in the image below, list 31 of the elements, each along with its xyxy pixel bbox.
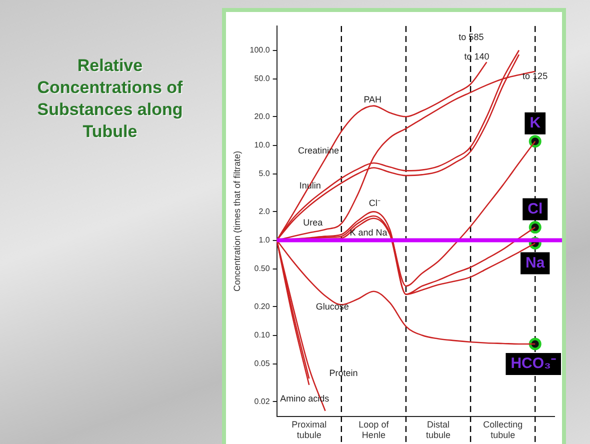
y-tick-label: 10.0 xyxy=(254,140,270,150)
annotation: K xyxy=(530,114,541,132)
annotation: to 140 xyxy=(464,52,490,62)
annotation: HCO₃⁻ xyxy=(510,355,556,372)
x-tick-label: Loop of Henle xyxy=(358,419,390,440)
x-tick-label: Distal tubule xyxy=(426,419,451,440)
y-tick-label: 0.50 xyxy=(254,264,270,274)
y-tick-label: 0.10 xyxy=(254,330,270,340)
y-tick-label: 0.02 xyxy=(254,396,270,406)
y-axis-title: Concentration (times that of filtrate) xyxy=(232,150,242,292)
y-tick-label: 50.0 xyxy=(254,74,270,84)
y-tick-label: 1.0 xyxy=(258,235,270,244)
y-tick-label: 0.20 xyxy=(254,302,270,311)
y-tick-label: 20.0 xyxy=(254,112,270,121)
x-tick-label: Proximal tubule xyxy=(292,419,327,440)
y-tick-label: 2.0 xyxy=(258,206,270,216)
y-tick-label: 0.05 xyxy=(254,359,270,368)
annotation: Glucose xyxy=(316,302,349,312)
annotation: Urea xyxy=(303,218,323,228)
y-tick-label: 100.0 xyxy=(250,45,270,54)
x-tick-label: Collecting tubule xyxy=(483,419,523,440)
y-tick-label: 5.0 xyxy=(258,169,270,178)
annotation: Cl⁻ xyxy=(368,198,380,208)
annotation: Cl xyxy=(528,200,543,218)
annotation: K and Na xyxy=(350,227,388,238)
annotation: to 585 xyxy=(458,32,484,42)
annotation: to 125 xyxy=(522,71,548,82)
annotation: PAH xyxy=(364,94,382,105)
text: Relative Concentrations of Substances along Tubule xyxy=(36,55,184,143)
annotation: Protein xyxy=(329,368,358,378)
annotation: Na xyxy=(526,254,546,272)
